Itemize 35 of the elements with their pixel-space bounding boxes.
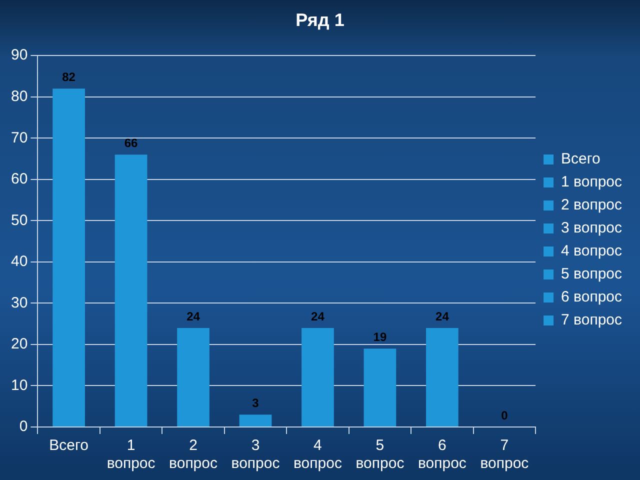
data-label: 82 <box>62 70 76 84</box>
legend-label: 2 вопрос <box>561 196 622 214</box>
x-tick-label: 6 вопрос <box>418 437 467 472</box>
x-tick-label: 1 вопрос <box>106 437 156 472</box>
y-tick-label: 60 <box>10 170 28 188</box>
data-label: 24 <box>311 309 325 324</box>
data-label: 24 <box>436 309 450 324</box>
x-tick-label: 2 вопрос <box>169 437 218 472</box>
y-tick-label: 40 <box>10 253 28 270</box>
y-tick-label: 90 <box>10 46 28 64</box>
legend-label: 5 вопрос <box>561 266 622 283</box>
data-label: 66 <box>124 136 138 150</box>
x-tick-label: 7 вопрос <box>480 437 530 472</box>
x-tick-label: Всего <box>49 437 88 454</box>
x-tick-label: 5 вопрос <box>356 437 405 472</box>
y-tick-label: 0 <box>19 418 28 436</box>
data-label: 19 <box>373 330 387 344</box>
legend-label: 7 вопрос <box>561 312 622 329</box>
legend-label: Всего <box>561 150 600 168</box>
chart-title: Ряд 1 <box>296 10 344 30</box>
data-label: 3 <box>252 396 260 410</box>
x-tick-label: 3 вопрос <box>231 437 280 472</box>
legend-label: 3 вопрос <box>561 220 622 237</box>
y-tick-label: 20 <box>10 336 28 353</box>
legend-label: 1 вопрос <box>561 174 622 191</box>
y-tick-label: 10 <box>10 376 28 394</box>
y-tick-label: 80 <box>10 88 28 106</box>
y-tick-label: 70 <box>10 129 28 146</box>
data-label: 24 <box>186 309 200 324</box>
legend-label: 4 вопрос <box>561 242 622 260</box>
data-label: 0 <box>501 408 508 422</box>
x-tick-label: 4 вопрос <box>294 437 342 472</box>
y-tick-label: 50 <box>10 212 28 229</box>
y-tick-label: 30 <box>10 294 28 312</box>
legend-label: 6 вопрос <box>561 288 622 306</box>
